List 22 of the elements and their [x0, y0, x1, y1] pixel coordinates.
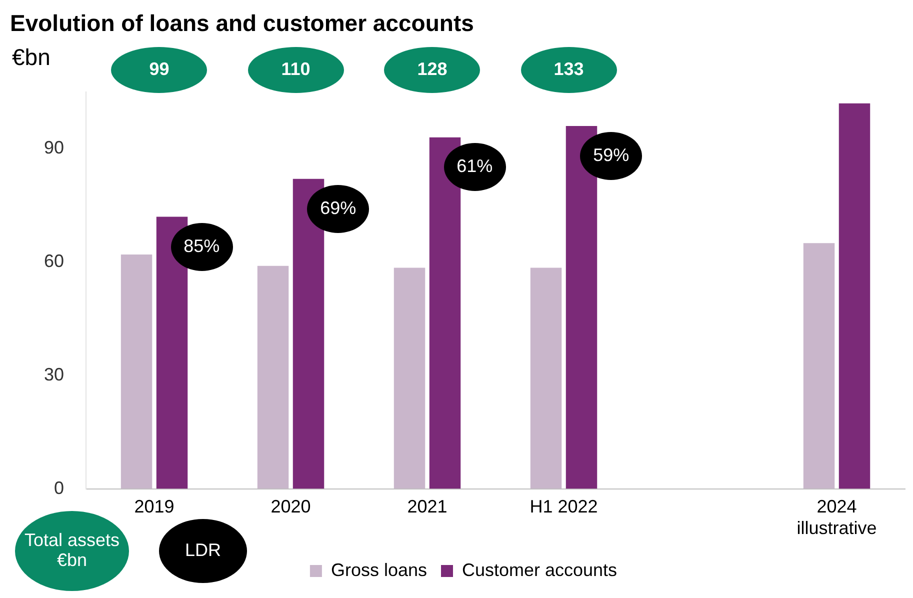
legend-label: Gross loans	[330, 560, 427, 580]
oval-badge: LDR	[159, 519, 247, 583]
oval-badge: 133	[520, 47, 617, 93]
legend-label: Customer accounts	[462, 560, 618, 580]
x-tick-label: H1 2022	[530, 496, 598, 517]
oval-badge: Total assets €bn	[15, 511, 129, 591]
y-axis-title: €bn	[12, 44, 50, 71]
oval-badge: 69%	[307, 184, 370, 233]
bar	[838, 103, 870, 489]
y-tick-label: 90	[44, 138, 64, 158]
x-tick-label: 2020	[270, 496, 311, 517]
y-tick-label: 0	[54, 478, 64, 498]
oval-badge: 59%	[580, 132, 642, 180]
chart-title: Evolution of loans and customer accounts	[10, 10, 474, 37]
y-tick-label: 60	[44, 251, 64, 272]
oval-badge: 110	[248, 47, 344, 93]
y-tick-label: 30	[44, 364, 64, 384]
oval-badge: 128	[384, 47, 480, 93]
x-tick-label: 2021	[407, 496, 448, 517]
x-tick-label: 2024 illustrative	[796, 496, 877, 538]
x-tick-label: 2019	[134, 496, 174, 517]
oval-badge: 99	[111, 47, 208, 93]
